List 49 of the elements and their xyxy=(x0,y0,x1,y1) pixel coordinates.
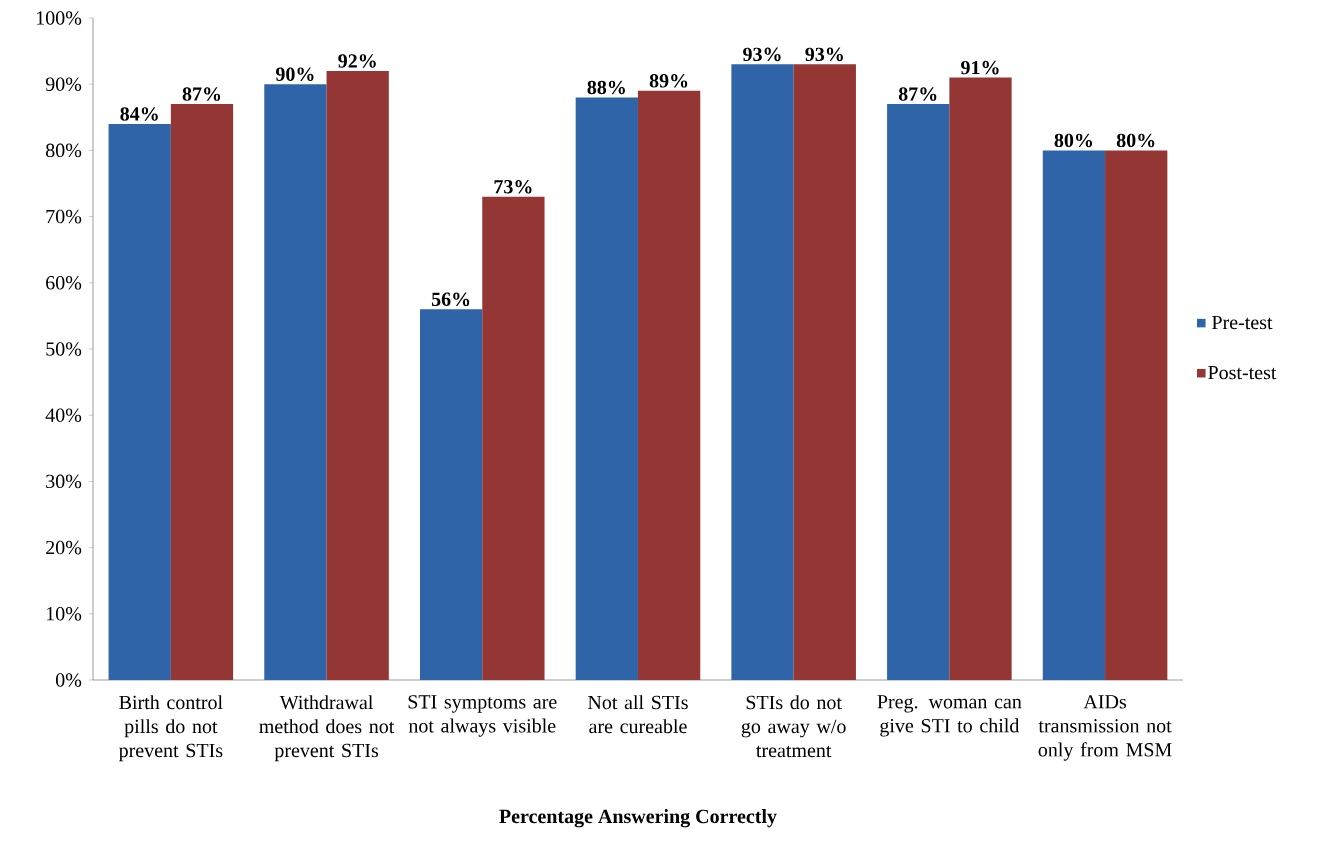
legend-label: Post-test xyxy=(1208,366,1277,380)
x-tick-label: Not all STIs are cureable xyxy=(587,695,688,734)
y-tick-label: 70% xyxy=(46,209,82,224)
legend-label: Pre-test xyxy=(1212,315,1273,330)
y-tick-label: 40% xyxy=(45,408,82,422)
bar xyxy=(108,123,171,680)
x-tick-label: AIDs transmission not only from MSM xyxy=(1038,695,1172,761)
data-label: 89% xyxy=(649,74,688,88)
data-label: 88% xyxy=(587,80,625,95)
x-tick-label: STIs do not go away w/o treatment xyxy=(741,695,846,758)
data-label: 87% xyxy=(898,87,937,101)
bar xyxy=(731,64,794,680)
data-label: 80% xyxy=(1116,133,1155,148)
bar xyxy=(637,90,701,680)
y-tick-label: 60% xyxy=(46,276,82,290)
y-tick-label: 100% xyxy=(36,11,82,25)
data-label: 92% xyxy=(338,54,376,68)
y-tick-label: 90% xyxy=(45,77,82,91)
y-tick-label: 50% xyxy=(46,342,82,356)
bar xyxy=(1042,150,1106,680)
x-tick-label: Birth control pills do not prevent STIs xyxy=(118,695,223,762)
data-label: 73% xyxy=(494,179,532,194)
data-label: 93% xyxy=(805,47,843,62)
x-tick-label: Withdrawal method does not prevent STIs xyxy=(259,695,395,762)
data-label: 56% xyxy=(431,292,470,307)
data-label: 91% xyxy=(961,60,999,75)
bar xyxy=(793,64,856,680)
data-label: 87% xyxy=(182,87,221,101)
data-label: 90% xyxy=(275,67,314,81)
x-axis-title: Percentage Answering Correctly xyxy=(499,809,777,828)
bar xyxy=(326,70,389,680)
y-tick-label: 0% xyxy=(55,673,82,687)
bar xyxy=(575,97,638,680)
bar xyxy=(419,309,483,680)
x-tick-label: Preg. woman can give STI to child xyxy=(877,695,1022,737)
y-tick-label: 80% xyxy=(45,143,82,158)
data-label: 84% xyxy=(120,107,158,121)
bar xyxy=(1105,150,1168,680)
data-label: 80% xyxy=(1054,133,1093,148)
y-tick-label: 30% xyxy=(46,474,82,489)
y-tick-label: 20% xyxy=(46,540,82,555)
bar xyxy=(264,84,327,680)
bar xyxy=(887,104,950,680)
bar xyxy=(170,104,234,680)
bar xyxy=(482,196,545,680)
data-label: 93% xyxy=(743,47,781,62)
x-tick-label: STI symptoms are not always visible xyxy=(408,695,557,737)
y-tick-label: 10% xyxy=(46,607,82,621)
bar xyxy=(949,77,1012,680)
